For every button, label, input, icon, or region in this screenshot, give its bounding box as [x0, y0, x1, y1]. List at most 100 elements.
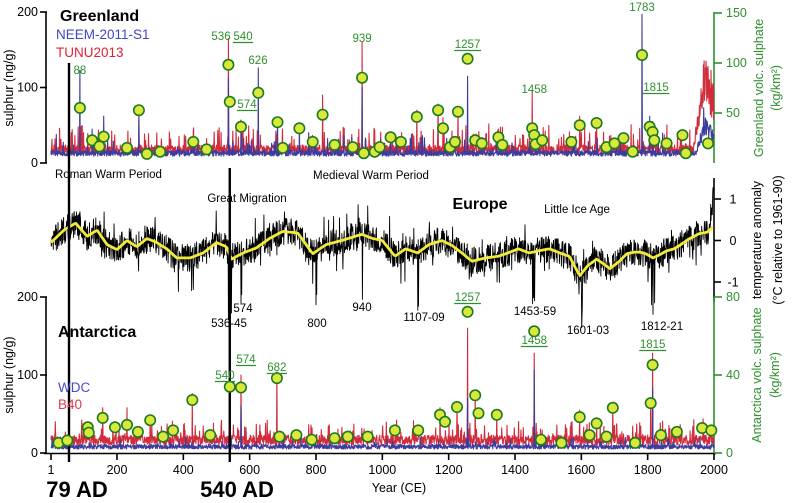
volcanic-event-marker — [96, 411, 109, 424]
legend-b40: B40 — [58, 397, 82, 412]
volcanic-event-marker — [644, 397, 657, 410]
volcanic-event-marker — [187, 135, 200, 148]
label-medieval-warm-period: Medieval Warm Period — [313, 170, 429, 182]
volcanic-event-marker — [705, 424, 718, 437]
volcanic-event-marker — [555, 436, 568, 449]
cold-event-label: 800 — [307, 318, 326, 330]
event-year-label: 1458 — [521, 84, 547, 96]
tick-label: 0 — [31, 156, 38, 170]
volcanic-event-marker — [436, 122, 449, 135]
volcanic-event-marker — [432, 104, 445, 117]
tick-label: 100 — [726, 56, 747, 70]
volcanic-event-marker — [701, 137, 714, 150]
volcanic-event-marker — [608, 137, 621, 150]
x-axis-label: Year (CE) — [372, 481, 426, 495]
volcanic-event-marker — [475, 137, 488, 150]
volcanic-event-marker — [144, 414, 157, 427]
volcanic-event-marker — [496, 138, 509, 151]
x-tick-label: 200 — [107, 463, 128, 477]
volcanic-event-marker — [635, 48, 648, 61]
volcanic-event-marker — [140, 147, 153, 160]
legend-neem: NEEM-2011-S1 — [56, 27, 150, 42]
volcanic-event-marker — [204, 429, 217, 442]
volcanic-event-marker — [61, 434, 74, 447]
b40-series-line — [50, 327, 715, 446]
event-year-label: 1815 — [640, 339, 666, 351]
event-year-label: 1815 — [643, 82, 669, 94]
event-year-label: 540 — [215, 370, 234, 382]
volcanic-event-marker — [384, 131, 397, 144]
volcanic-event-marker — [528, 325, 541, 338]
volcanic-event-marker — [410, 110, 423, 123]
volcanic-event-marker — [109, 421, 122, 434]
temperature-axis-label: temperature anomaly — [750, 180, 764, 299]
cold-event-label: 940 — [352, 302, 371, 314]
antarctica-right-axis-units: (kg/km²) — [768, 352, 782, 398]
volcanic-event-marker — [388, 424, 401, 437]
tick-label: 0 — [730, 234, 737, 248]
greenland-y-axis-label: sulphur (ng/g) — [2, 49, 16, 126]
tick-label: -1 — [727, 276, 738, 290]
volcanic-event-marker — [97, 130, 110, 143]
x-tick-label: 400 — [173, 463, 194, 477]
tick-label: 100 — [17, 81, 38, 95]
volcanic-event-marker — [461, 52, 474, 65]
volcanic-event-marker — [600, 430, 613, 443]
event-year-label: 1257 — [455, 292, 481, 304]
event-year-label: 1257 — [455, 39, 481, 51]
volcanic-event-marker — [626, 145, 639, 158]
greenland-right-axis-units: (kg/km²) — [769, 65, 783, 111]
volcanic-event-marker — [276, 141, 289, 154]
volcanic-event-marker — [394, 135, 407, 148]
volcanic-event-marker — [82, 426, 95, 439]
volcanic-event-marker — [451, 105, 464, 118]
tunu2013-series-line — [50, 37, 715, 156]
x-tick-label: 600 — [239, 463, 260, 477]
tick-label: 50 — [726, 106, 740, 120]
event-year-label: 939 — [353, 33, 372, 45]
label-great-migration: Great Migration — [207, 193, 286, 205]
ad-79-label: 79 AD — [46, 477, 108, 502]
tick-label: 200 — [17, 290, 38, 304]
event-year-label: 574 — [237, 99, 257, 111]
volcanic-event-marker — [534, 433, 547, 446]
volcanic-event-marker — [290, 429, 303, 442]
volcanic-event-marker — [154, 145, 167, 158]
volcanic-event-marker — [373, 141, 386, 154]
label-little-ice-age: Little Ice Age — [544, 204, 610, 216]
volcanic-event-marker — [448, 135, 461, 148]
volcanic-event-marker — [629, 436, 642, 449]
volcanic-event-marker — [536, 134, 549, 147]
event-year-label: 88 — [73, 65, 86, 77]
volcanic-event-marker — [469, 389, 482, 402]
event-year-label: 536 — [211, 31, 230, 43]
greenland-right-axis-label: Greenland volc. sulphate — [752, 19, 766, 157]
volcanic-event-marker — [648, 134, 661, 147]
volcanic-event-marker — [361, 430, 374, 443]
x-tick-label: 800 — [306, 463, 327, 477]
volcanic-event-marker — [438, 415, 451, 428]
x-tick-label: 1600 — [567, 463, 595, 477]
volcanic-event-marker — [670, 425, 683, 438]
greenland-panel-title: Greenland — [60, 8, 139, 25]
europe-smoothed-line — [50, 221, 714, 277]
volcanic-event-marker — [157, 430, 170, 443]
volcanic-event-marker — [223, 380, 236, 393]
ad-540-label: 540 AD — [200, 477, 274, 502]
tick-label: 80 — [726, 290, 740, 304]
event-year-label: 540 — [233, 31, 252, 43]
volcanic-event-marker — [654, 429, 667, 442]
volcanic-event-marker — [222, 58, 235, 71]
volcanic-event-marker — [356, 71, 369, 84]
volcanic-event-marker — [121, 418, 134, 431]
volcanic-event-marker — [252, 86, 265, 99]
europe-temperature-line — [50, 187, 715, 329]
volcanic-event-marker — [186, 393, 199, 406]
antarctica-right-axis-label: Antarctica volc. sulphate — [750, 307, 764, 443]
tick-label: 0 — [31, 446, 38, 460]
tick-label: 150 — [726, 6, 747, 20]
cold-event-label: 1812-21 — [641, 321, 683, 333]
volcanic-event-marker — [132, 104, 145, 117]
tick-label: 40 — [726, 368, 740, 382]
